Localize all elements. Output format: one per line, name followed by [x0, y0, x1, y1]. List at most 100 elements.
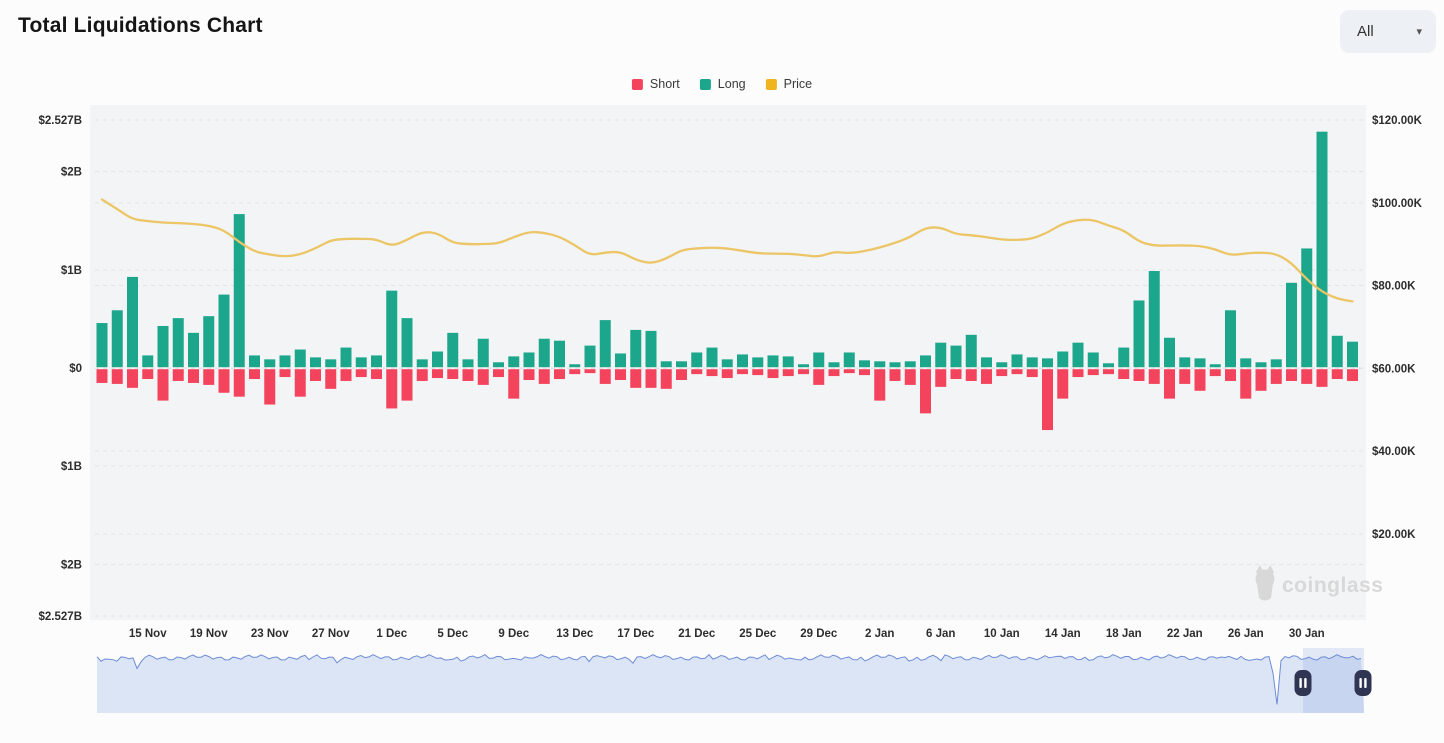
bar-long[interactable] [1270, 359, 1282, 368]
bar-long[interactable] [721, 359, 733, 368]
bar-long[interactable] [1148, 271, 1160, 368]
bar-long[interactable] [965, 334, 977, 368]
bar-short[interactable] [203, 369, 215, 385]
bar-long[interactable] [1072, 342, 1084, 368]
legend-item-long[interactable]: Long [699, 77, 746, 91]
range-dropdown[interactable]: All ▾ [1340, 10, 1436, 53]
bar-short[interactable] [249, 369, 260, 380]
bar-long[interactable] [1087, 352, 1099, 368]
bar-long[interactable] [1026, 357, 1038, 368]
bar-short[interactable] [584, 369, 596, 374]
bar-short[interactable] [386, 369, 398, 409]
bar-short[interactable] [1011, 369, 1023, 375]
bar-short[interactable] [813, 369, 825, 385]
bar-short[interactable] [96, 369, 108, 383]
bar-short[interactable] [111, 369, 123, 384]
bar-short[interactable] [1072, 369, 1084, 378]
bar-long[interactable] [782, 356, 794, 368]
bar-long[interactable] [569, 364, 581, 368]
bar-long[interactable] [1118, 347, 1130, 368]
bar-short[interactable] [569, 369, 581, 375]
bar-long[interactable] [416, 359, 428, 368]
bar-short[interactable] [721, 369, 733, 379]
bar-short[interactable] [752, 369, 764, 376]
bar-long[interactable] [1057, 351, 1069, 368]
bar-long[interactable] [371, 355, 382, 368]
bar-long[interactable] [172, 318, 184, 368]
bar-long[interactable] [1331, 335, 1343, 368]
bar-long[interactable] [1133, 300, 1145, 368]
bar-long[interactable] [294, 349, 306, 368]
bar-short[interactable] [554, 369, 565, 380]
bar-long[interactable] [752, 357, 764, 368]
bar-long[interactable] [554, 340, 565, 368]
bar-short[interactable] [157, 369, 169, 401]
bar-short[interactable] [828, 369, 840, 377]
bar-long[interactable] [1255, 362, 1267, 368]
bar-short[interactable] [1148, 369, 1160, 384]
bar-long[interactable] [904, 361, 916, 368]
bar-short[interactable] [1194, 369, 1206, 391]
bar-short[interactable] [676, 369, 687, 380]
bar-short[interactable] [1316, 369, 1328, 387]
navigator-selection[interactable] [1303, 648, 1364, 713]
bar-short[interactable] [874, 369, 886, 401]
bar-long[interactable] [889, 362, 901, 368]
bar-long[interactable] [1179, 357, 1191, 368]
bar-short[interactable] [1347, 369, 1358, 381]
bar-short[interactable] [1179, 369, 1191, 384]
bar-long[interactable] [477, 338, 489, 368]
bar-short[interactable] [965, 369, 977, 381]
bar-short[interactable] [904, 369, 916, 385]
bar-long[interactable] [127, 276, 138, 368]
bar-long[interactable] [249, 355, 260, 368]
bar-long[interactable] [828, 362, 840, 368]
bar-short[interactable] [493, 369, 504, 378]
bar-long[interactable] [859, 360, 870, 368]
bar-short[interactable] [462, 369, 474, 381]
bar-short[interactable] [401, 369, 413, 401]
bar-long[interactable] [798, 364, 809, 368]
bar-short[interactable] [523, 369, 535, 380]
bar-short[interactable] [1240, 369, 1252, 399]
bar-short[interactable] [1286, 369, 1297, 381]
bar-long[interactable] [1316, 131, 1328, 368]
bar-long[interactable] [508, 356, 520, 368]
bar-short[interactable] [340, 369, 352, 381]
bar-short[interactable] [1225, 369, 1236, 381]
bar-long[interactable] [523, 352, 535, 368]
bar-short[interactable] [599, 369, 611, 384]
bar-short[interactable] [294, 369, 306, 397]
bar-long[interactable] [279, 355, 291, 368]
bar-long[interactable] [981, 357, 992, 368]
bar-long[interactable] [920, 355, 931, 368]
bar-short[interactable] [1331, 369, 1343, 380]
bar-short[interactable] [996, 369, 1008, 377]
navigator-handle-right[interactable] [1354, 670, 1372, 696]
bar-short[interactable] [1118, 369, 1130, 380]
bar-short[interactable] [1270, 369, 1282, 384]
bar-long[interactable] [1164, 337, 1175, 368]
bar-short[interactable] [859, 369, 870, 376]
bar-long[interactable] [111, 310, 123, 368]
bar-short[interactable] [127, 369, 138, 388]
bar-short[interactable] [691, 369, 703, 375]
bar-short[interactable] [218, 369, 230, 393]
bar-short[interactable] [188, 369, 199, 383]
bar-short[interactable] [920, 369, 931, 414]
bar-short[interactable] [645, 369, 657, 388]
bar-long[interactable] [1194, 358, 1206, 368]
bar-long[interactable] [813, 352, 825, 368]
bar-short[interactable] [630, 369, 642, 388]
bar-short[interactable] [233, 369, 245, 397]
bar-short[interactable] [310, 369, 321, 381]
bar-short[interactable] [477, 369, 489, 385]
bar-short[interactable] [508, 369, 520, 399]
bar-short[interactable] [950, 369, 962, 380]
bar-long[interactable] [630, 329, 642, 368]
bar-long[interactable] [1042, 358, 1053, 368]
bar-long[interactable] [1103, 363, 1114, 368]
bar-long[interactable] [1286, 282, 1297, 368]
bar-short[interactable] [1164, 369, 1175, 399]
bar-long[interactable] [676, 361, 687, 368]
